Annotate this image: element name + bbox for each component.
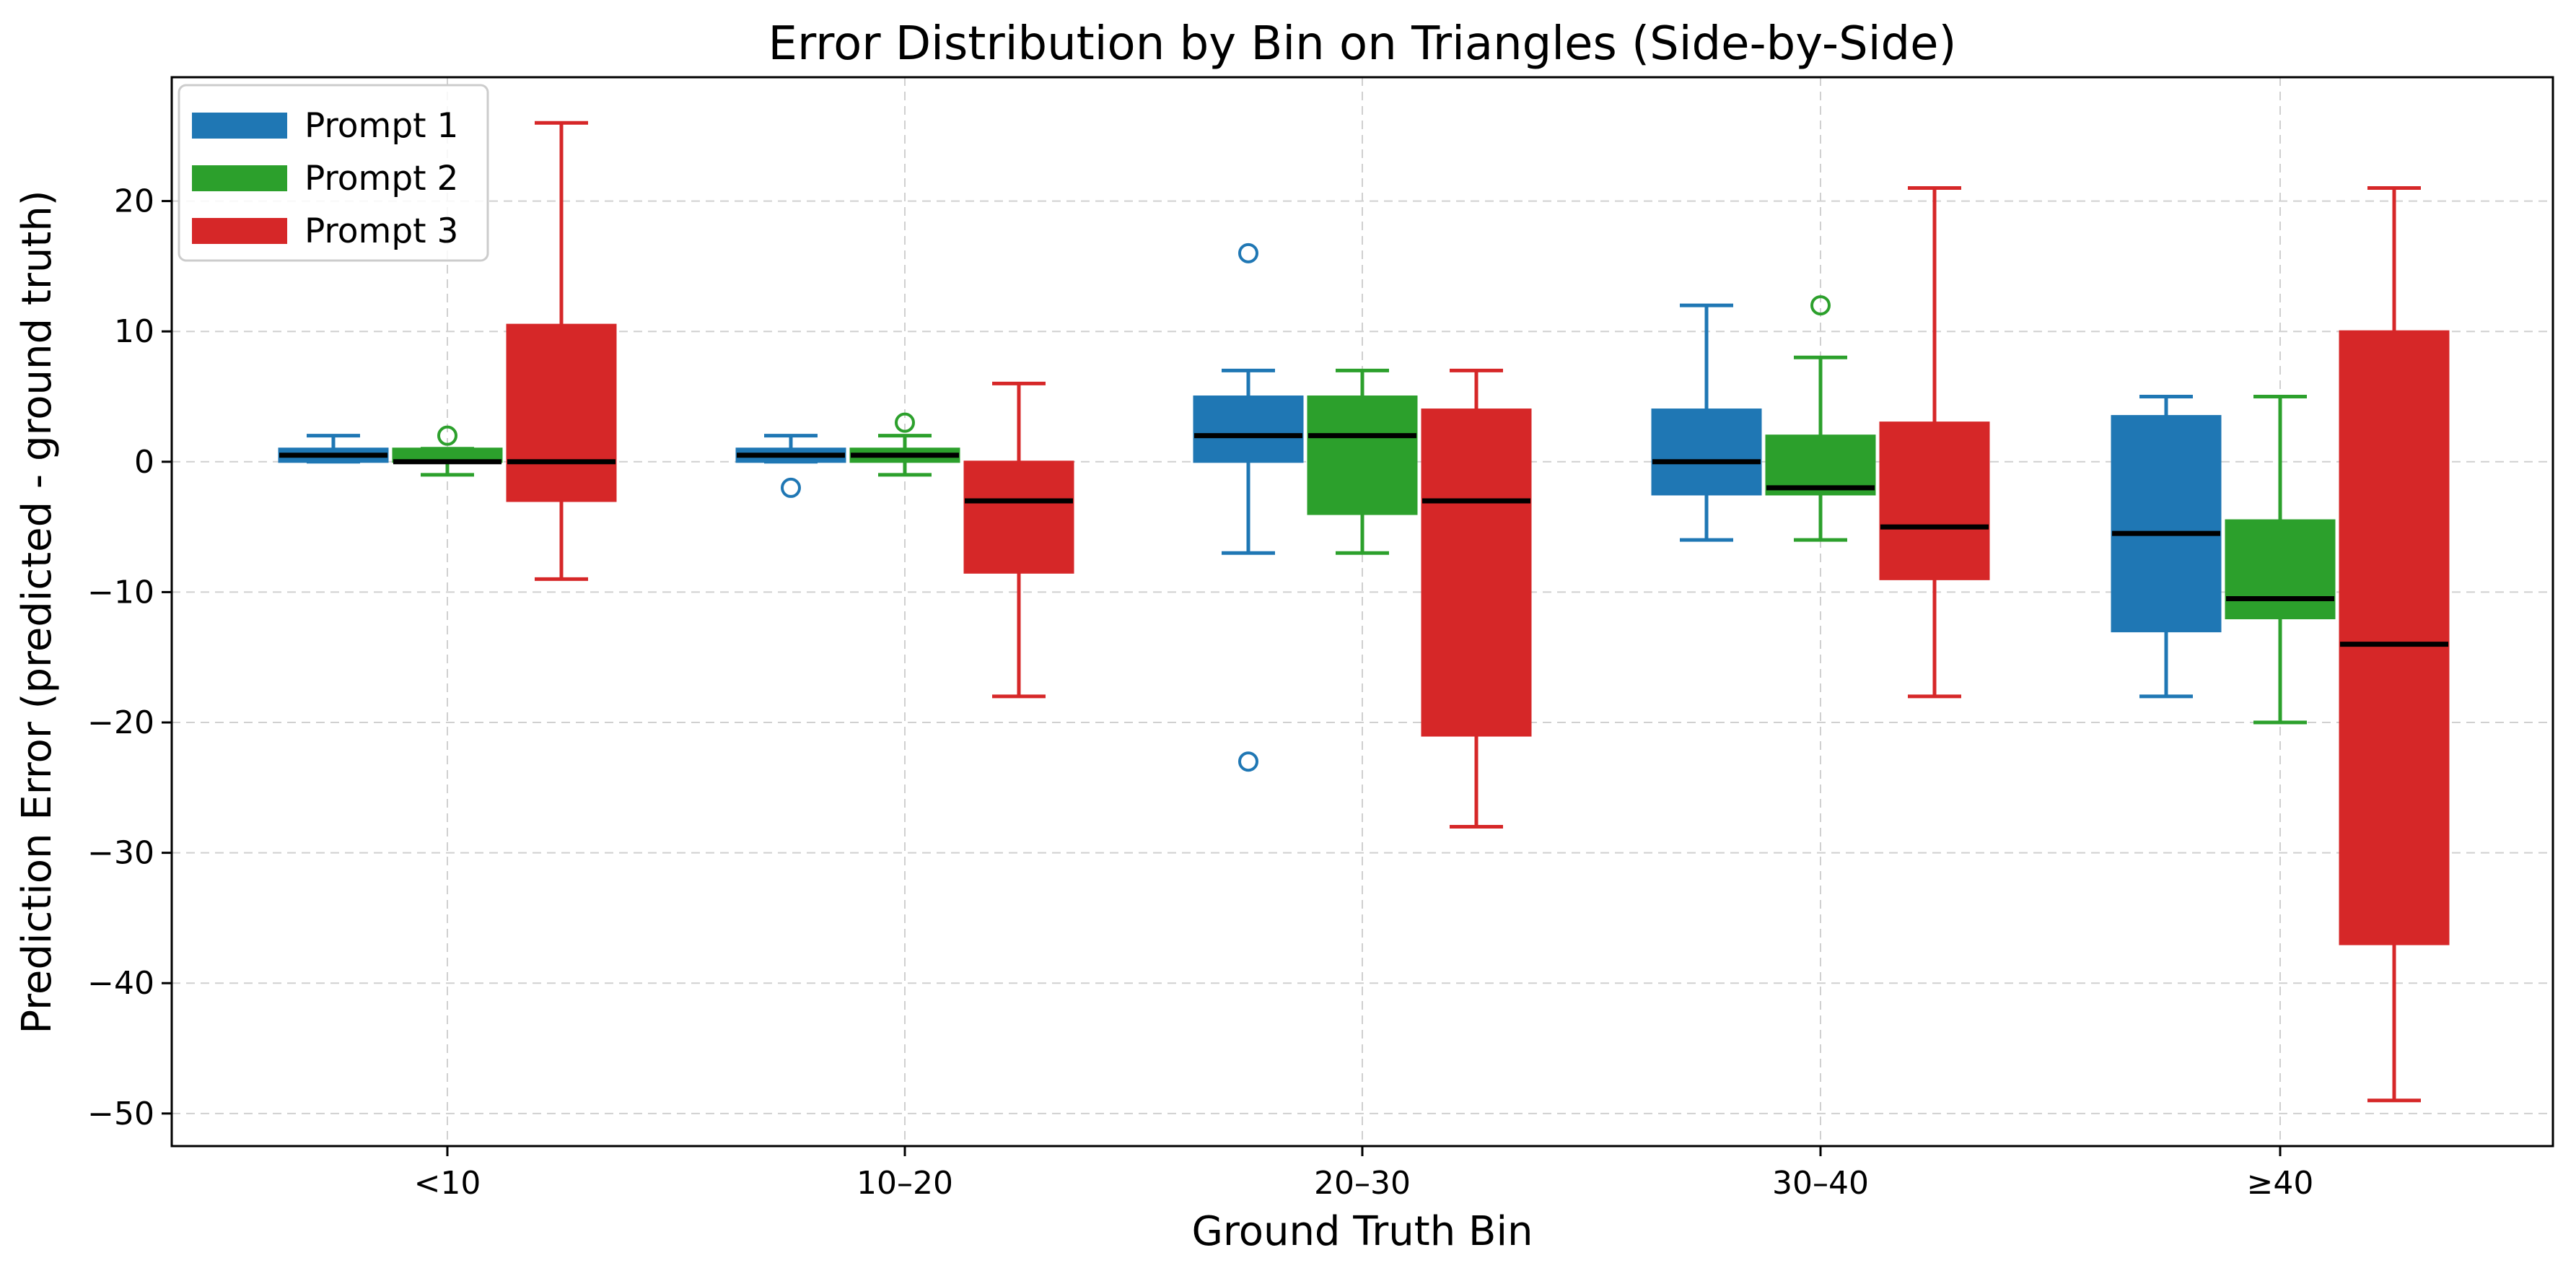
- x-tick-label: 20–30: [1314, 1165, 1411, 1202]
- box-group: [2111, 394, 2222, 699]
- y-tick-label: −50: [87, 1096, 154, 1132]
- axes: −50 −40 −30 −20 −10 0 10 20 <10 10–20 20–30 30–40 ≥4…: [87, 183, 2313, 1202]
- box-group: [392, 425, 503, 477]
- box-group: [1193, 242, 1304, 772]
- box-group: [1651, 303, 1762, 542]
- y-axis-label: Prediction Error (predicted - ground tru…: [14, 190, 61, 1034]
- box-iqr: [1193, 395, 1304, 463]
- box-iqr: [1765, 434, 1876, 496]
- series-prompt-3: [506, 121, 2450, 1103]
- series-prompt-1: [278, 242, 2222, 772]
- outlier-point: [895, 412, 915, 433]
- box-iqr: [1307, 395, 1418, 515]
- y-tick-label: −40: [87, 965, 154, 1002]
- y-tick-label: −20: [87, 704, 154, 741]
- y-tick-label: −30: [87, 835, 154, 872]
- box-group: [1765, 295, 1876, 542]
- y-tick-label: −10: [87, 574, 154, 611]
- box-iqr: [1879, 421, 1990, 580]
- box-group: [963, 381, 1074, 699]
- y-tick-label: 20: [114, 183, 154, 220]
- legend-swatch: [192, 218, 287, 244]
- x-tick-label: ≥40: [2247, 1165, 2314, 1202]
- legend: Prompt 1 Prompt 2 Prompt 3: [178, 84, 489, 262]
- legend-item: Prompt 3: [192, 211, 458, 251]
- chart-title: Error Distribution by Bin on Triangles (…: [768, 17, 1957, 71]
- box-group: [1307, 368, 1418, 555]
- legend-label: Prompt 3: [305, 211, 458, 251]
- outlier-point: [1238, 751, 1258, 772]
- outlier-point: [437, 425, 457, 446]
- y-tick-label: 10: [114, 313, 154, 350]
- box-group: [506, 121, 617, 581]
- box-iqr: [963, 460, 1074, 574]
- box-iqr: [1421, 408, 1532, 737]
- x-tick-label: 30–40: [1772, 1165, 1869, 1202]
- x-tick-label: <10: [414, 1165, 481, 1202]
- box-group: [278, 434, 389, 464]
- box-iqr: [2339, 330, 2450, 945]
- outlier-point: [1810, 295, 1831, 316]
- legend-swatch: [192, 165, 287, 191]
- series-prompt-2: [392, 295, 2336, 725]
- box-group: [1879, 186, 1990, 699]
- box-iqr: [2225, 519, 2336, 620]
- outlier-point: [781, 477, 801, 498]
- x-axis-label: Ground Truth Bin: [1192, 1208, 1533, 1255]
- box-group: [849, 412, 960, 477]
- box-iqr: [506, 323, 617, 502]
- legend-item: Prompt 1: [192, 106, 458, 146]
- box-series: [278, 121, 2450, 1103]
- box-iqr: [2111, 415, 2222, 633]
- legend-swatch: [192, 113, 287, 139]
- y-tick-label: 0: [134, 444, 154, 481]
- legend-label: Prompt 1: [305, 106, 458, 146]
- outlier-point: [1238, 242, 1258, 263]
- legend-label: Prompt 2: [305, 159, 458, 198]
- box-group: [2225, 394, 2336, 725]
- box-group: [1421, 368, 1532, 829]
- box-group: [735, 434, 846, 498]
- legend-item: Prompt 2: [192, 159, 458, 198]
- x-tick-label: 10–20: [857, 1165, 953, 1202]
- box-group: [2339, 186, 2450, 1103]
- box-iqr: [1651, 408, 1762, 496]
